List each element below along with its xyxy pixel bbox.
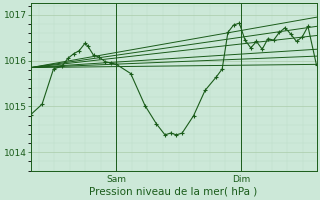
X-axis label: Pression niveau de la mer( hPa ): Pression niveau de la mer( hPa )	[90, 187, 258, 197]
